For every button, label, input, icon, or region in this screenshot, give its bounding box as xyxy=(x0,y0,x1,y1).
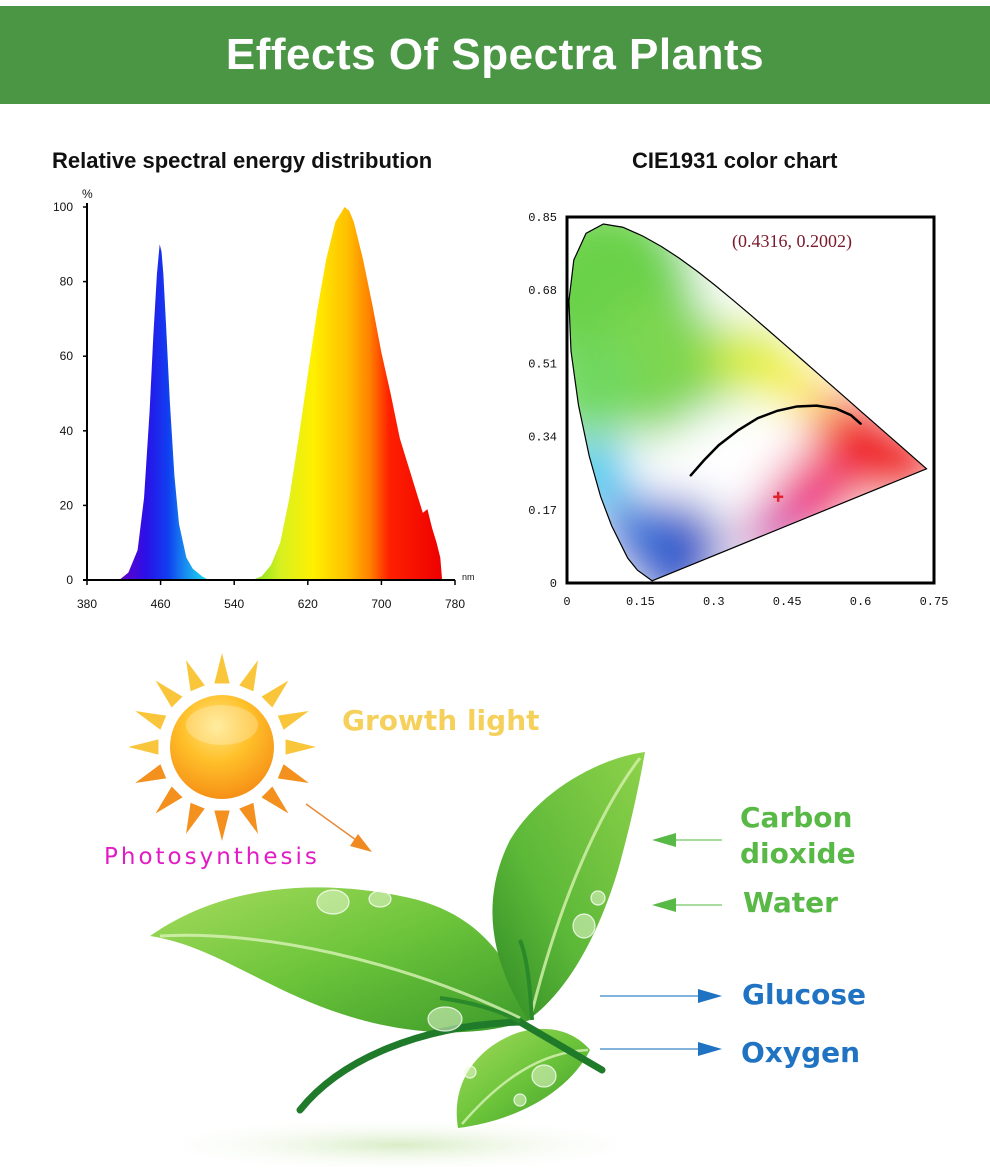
title-banner: Effects Of Spectra Plants xyxy=(0,6,990,104)
sun-ray xyxy=(135,711,167,730)
sun-ray xyxy=(155,786,183,814)
x-tick-label: 0.15 xyxy=(626,595,655,609)
oxygen-arrow-icon xyxy=(600,1042,722,1056)
spd-chart-title: Relative spectral energy distribution xyxy=(52,148,433,173)
x-tick-label: 380 xyxy=(77,597,97,611)
x-unit-label: nm xyxy=(462,572,475,582)
glucose-label: Glucose xyxy=(742,978,867,1011)
y-tick-label: 80 xyxy=(60,275,74,289)
spectral-locus xyxy=(568,223,928,582)
y-tick-label: 0.85 xyxy=(528,211,557,225)
sun-ray xyxy=(186,660,205,692)
chromaticity-coordinate-label: (0.4316, 0.2002) xyxy=(732,231,852,252)
x-tick-label: 780 xyxy=(445,597,465,611)
plot-frame xyxy=(565,215,936,585)
sun-ray xyxy=(239,660,258,692)
sun-ray xyxy=(285,739,316,755)
sunlight-arrow-icon xyxy=(305,803,372,852)
sun-disc xyxy=(170,695,274,799)
x-tick-label: 0.6 xyxy=(850,595,872,609)
y-tick-label: 0.51 xyxy=(528,357,557,371)
leaf-illustration xyxy=(150,752,645,1128)
sun-ray xyxy=(277,764,309,783)
sun-ray xyxy=(214,653,230,684)
large-leaf xyxy=(150,887,530,1033)
carbon-dioxide-arrow-icon xyxy=(652,833,722,847)
oxygen-label: Oxygen xyxy=(741,1036,861,1069)
leaf-shadow xyxy=(140,1117,660,1172)
sun-ray xyxy=(214,810,230,841)
carbon-dioxide-label: Carbon dioxide xyxy=(740,801,856,870)
photosynthesis-diagram: Growth light Photosynthesis Carbon dioxi… xyxy=(0,640,990,1172)
x-tick-label: 0.75 xyxy=(920,595,949,609)
y-tick-label: 0.17 xyxy=(528,504,557,518)
x-tick-label: 0.3 xyxy=(703,595,725,609)
spectral-distribution-chart: 0 20 40 60 80 100 380 460 540 620 700 780 % nm xyxy=(53,187,475,611)
y-tick-label: 60 xyxy=(60,349,74,363)
x-tick-label: 460 xyxy=(151,597,171,611)
cie1931-chart: 0 0.17 0.34 0.51 0.68 0.85 0 0.15 0.3 0.45 0.6 0.75… xyxy=(528,211,949,609)
sun-ray xyxy=(239,802,258,834)
x-tick-label: 540 xyxy=(224,597,244,611)
water-arrow-icon xyxy=(652,898,722,912)
y-tick-label: 0 xyxy=(550,577,557,591)
photosynthesis-label: Photosynthesis xyxy=(104,844,320,870)
y-tick-label: 0.34 xyxy=(528,431,557,445)
planckian-locus xyxy=(689,404,862,477)
sun-ray xyxy=(155,680,183,708)
y-unit-label: % xyxy=(82,187,93,201)
y-tick-label: 0.68 xyxy=(528,284,557,298)
x-tick-label: 0 xyxy=(563,595,570,609)
cie-chart-title: CIE1931 color chart xyxy=(632,148,838,173)
y-tick-label: 20 xyxy=(60,498,74,512)
sun-ray xyxy=(186,802,205,834)
sun-ray xyxy=(135,764,167,783)
growth-light-label: Growth light xyxy=(342,704,540,737)
y-tick-label: 0 xyxy=(66,573,73,587)
sun-icon xyxy=(128,653,316,841)
water-label: Water xyxy=(743,886,838,919)
chromaticity-gamut-fill xyxy=(568,223,927,581)
small-leaf xyxy=(456,1028,590,1128)
sun-ray xyxy=(277,711,309,730)
diagram-artwork xyxy=(128,653,722,1172)
page-title: Effects Of Spectra Plants xyxy=(225,30,765,79)
glucose-arrow-icon xyxy=(600,989,722,1003)
chromaticity-point-marker xyxy=(773,491,784,502)
sun-ray xyxy=(261,786,289,814)
water-droplets xyxy=(316,889,606,1107)
x-tick-label: 700 xyxy=(371,597,391,611)
x-tick-label: 0.45 xyxy=(773,595,802,609)
sun-ray xyxy=(128,739,159,755)
spectrum-area-blue xyxy=(119,244,209,581)
y-tick-label: 100 xyxy=(53,200,73,214)
y-tick-label: 40 xyxy=(60,424,74,438)
upright-leaf xyxy=(492,752,645,1020)
spectrum-area-red xyxy=(252,207,443,580)
x-tick-label: 620 xyxy=(298,597,318,611)
sun-ray xyxy=(261,680,289,708)
